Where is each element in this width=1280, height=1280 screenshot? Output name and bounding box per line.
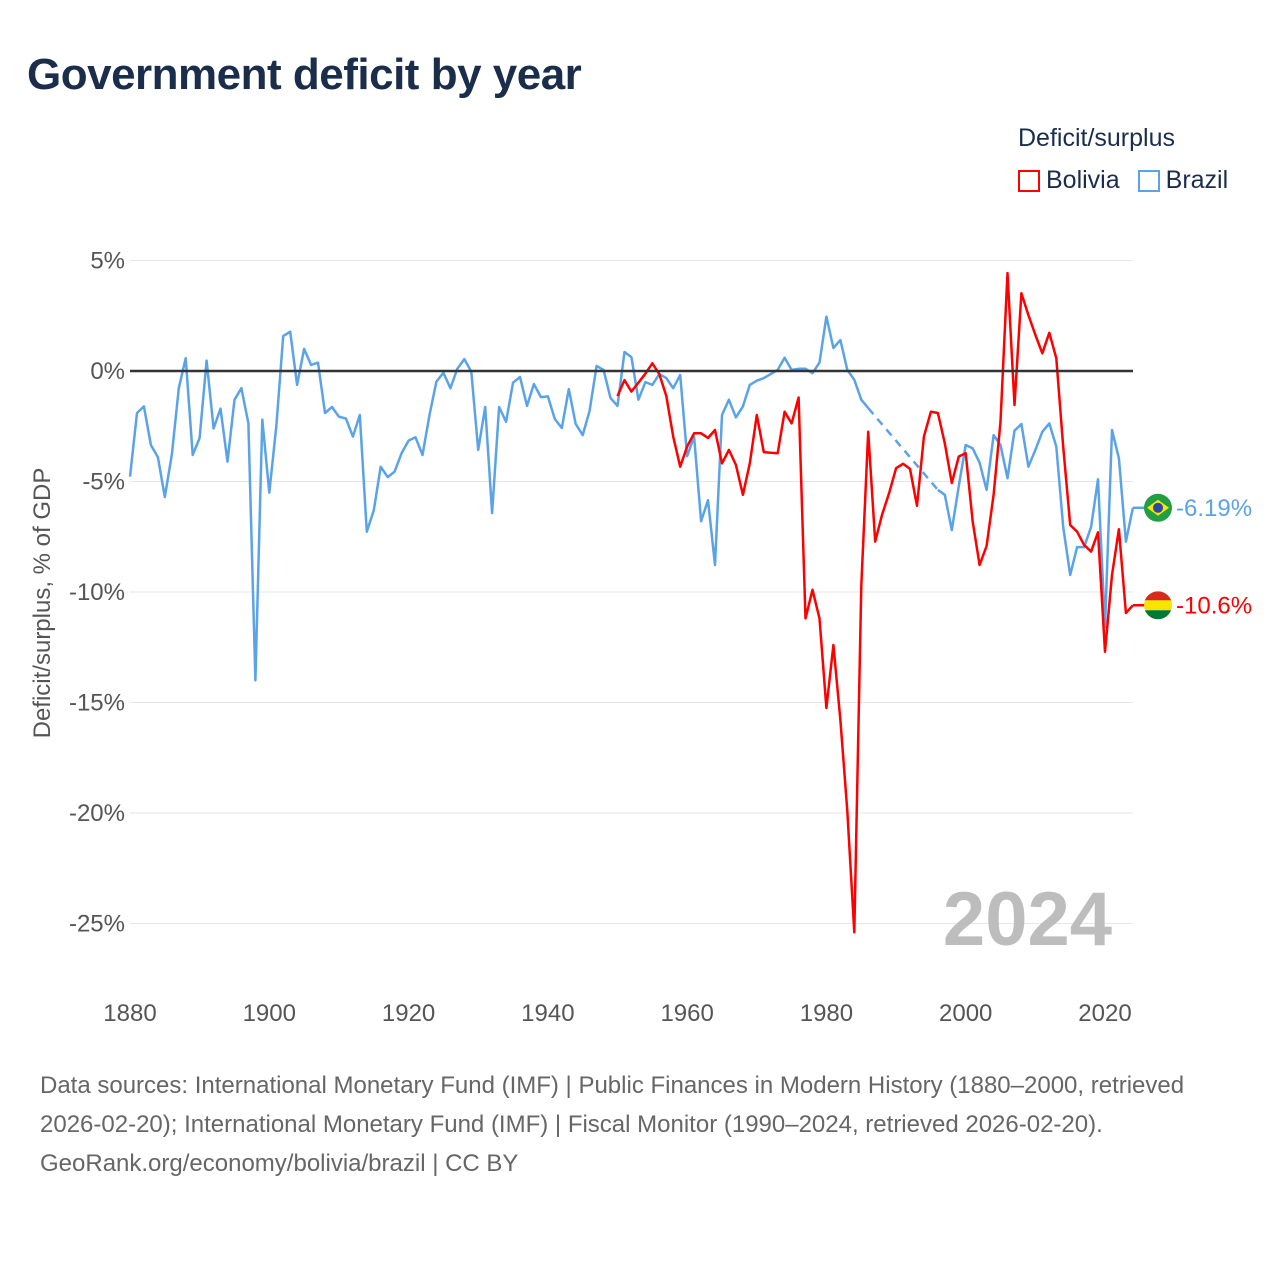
series-gap-brazil: [867, 407, 939, 491]
x-tick-label: 1900: [243, 1000, 296, 1027]
y-tick-label: -25%: [69, 911, 125, 938]
y-tick-label: -15%: [69, 690, 125, 717]
legend-label: Brazil: [1165, 166, 1229, 194]
x-tick-label: 1920: [382, 1000, 435, 1027]
series-line-brazil: [128, 315, 1135, 682]
end-label-bolivia: -10.6%: [1176, 592, 1252, 619]
year-label: 2024: [943, 877, 1112, 962]
data-sources: Data sources: International Monetary Fun…: [40, 1072, 1185, 1138]
bolivia-flag-icon: [1144, 591, 1172, 620]
y-tick-label: 0%: [90, 358, 125, 385]
legend-title: Deficit/surplus: [1018, 124, 1175, 152]
credit-link[interactable]: GeoRank.org/economy/bolivia/brazil | CC …: [40, 1150, 519, 1177]
chart-title: Government deficit by year: [27, 50, 582, 99]
x-tick-label: 1880: [103, 1000, 156, 1027]
y-axis-label: Deficit/surplus, % of GDP: [29, 468, 56, 739]
legend-item-bolivia[interactable]: Bolivia: [1018, 166, 1120, 195]
y-tick-label: -10%: [69, 579, 125, 606]
brazil-flag-globe: [1153, 502, 1163, 513]
y-tick-label: 5%: [90, 248, 125, 275]
x-tick-label: 1960: [660, 1000, 713, 1027]
footer: Data sources: International Monetary Fun…: [40, 1066, 1240, 1183]
chart-plot: 5% 0% -5% -10% -15% -20% -25% 1880 1900 1920 1940 1…: [29, 248, 1252, 1028]
x-tick-label: 1940: [521, 1000, 574, 1027]
y-tick-label: -20%: [69, 800, 125, 827]
x-tick-label: 2000: [939, 1000, 992, 1027]
bolivia-flag-stripe: [1144, 591, 1172, 602]
end-label-brazil: -6.19%: [1176, 495, 1252, 522]
bolivia-flag-stripe: [1144, 600, 1172, 611]
legend-label: Bolivia: [1046, 166, 1120, 194]
y-tick-label: -5%: [82, 469, 125, 496]
legend: Bolivia Brazil: [1018, 166, 1228, 195]
series-line-bolivia: [616, 271, 1134, 934]
legend-swatch-bolivia: [1018, 169, 1040, 192]
legend-swatch-brazil: [1137, 169, 1160, 192]
legend-item-brazil[interactable]: Brazil: [1137, 166, 1229, 195]
bolivia-flag-stripe: [1144, 610, 1172, 620]
x-tick-label: 2020: [1078, 1000, 1131, 1027]
x-tick-label: 1980: [800, 1000, 853, 1027]
